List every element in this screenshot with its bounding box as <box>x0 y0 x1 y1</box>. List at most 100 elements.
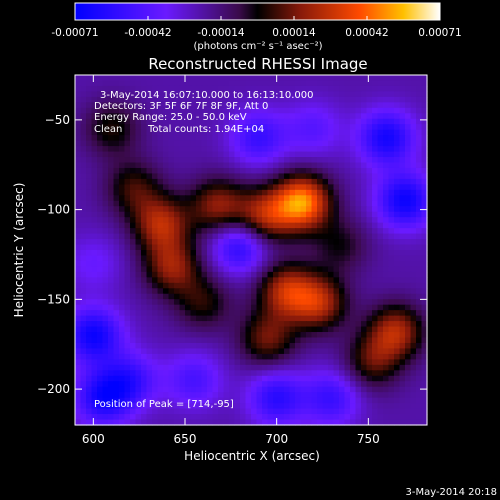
heatmap-cell <box>196 102 203 109</box>
heatmap-cell <box>388 233 395 240</box>
heatmap-cell <box>212 299 219 306</box>
heatmap-cell <box>75 332 82 339</box>
heatmap-cell <box>113 266 120 273</box>
heatmap-cell <box>97 282 104 289</box>
heatmap-cell <box>328 364 335 371</box>
heatmap-cell <box>218 157 225 164</box>
heatmap-cell <box>322 293 329 300</box>
heatmap-cell <box>218 222 225 229</box>
heatmap-cell <box>383 353 390 360</box>
heatmap-cell <box>174 342 181 350</box>
heatmap-cell <box>201 348 208 355</box>
heatmap-cell <box>207 195 214 202</box>
heatmap-cell <box>421 381 428 388</box>
heatmap-cell <box>289 326 296 333</box>
heatmap-cell <box>86 107 93 114</box>
heatmap-cell <box>91 353 98 360</box>
heatmap-cell <box>124 80 131 87</box>
heatmap-cell <box>168 75 175 82</box>
heatmap-cell <box>152 113 159 120</box>
heatmap-cell <box>174 250 181 257</box>
heatmap-cell <box>91 250 98 257</box>
heatmap-cell <box>333 299 340 306</box>
heatmap-cell <box>152 353 159 360</box>
heatmap-cell <box>245 146 252 153</box>
heatmap-cell <box>240 239 247 246</box>
heatmap-cell <box>146 266 153 273</box>
heatmap-cell <box>366 299 373 306</box>
heatmap-cell <box>124 266 131 273</box>
heatmap-cell <box>157 113 164 120</box>
heatmap-cell <box>91 239 98 246</box>
heatmap-cell <box>157 162 164 169</box>
heatmap-cell <box>416 233 423 240</box>
heatmap-cell <box>212 85 219 93</box>
heatmap-cell <box>190 250 197 257</box>
heatmap-cell <box>119 310 126 317</box>
heatmap-cell <box>75 271 82 278</box>
heatmap-cell <box>174 217 181 224</box>
heatmap-cell <box>278 370 285 377</box>
heatmap-cell <box>135 282 142 289</box>
heatmap-cell <box>273 124 280 131</box>
heatmap-cell <box>311 146 318 153</box>
heatmap-cell <box>355 167 362 175</box>
heatmap-cell <box>405 189 412 196</box>
heatmap-cell <box>405 222 412 229</box>
heatmap-cell <box>267 140 274 147</box>
heatmap-cell <box>135 304 142 311</box>
heatmap-cell <box>119 113 126 120</box>
heatmap-cell <box>163 403 170 410</box>
heatmap-cell <box>179 381 186 388</box>
heatmap-cell <box>80 178 87 185</box>
heatmap-cell <box>113 326 120 333</box>
heatmap-cell <box>372 304 379 311</box>
heatmap-cell <box>383 359 390 366</box>
heatmap-cell <box>295 124 302 131</box>
heatmap-cell <box>168 414 175 421</box>
heatmap-cell <box>152 173 159 180</box>
heatmap-cell <box>152 359 159 366</box>
heatmap-cell <box>196 304 203 311</box>
heatmap-cell <box>234 337 241 344</box>
heatmap-cell <box>306 359 313 366</box>
heatmap-cell <box>163 271 170 278</box>
heatmap-cell <box>152 310 159 317</box>
heatmap-cell <box>229 260 236 268</box>
heatmap-cell <box>168 107 175 114</box>
heatmap-cell <box>251 293 258 300</box>
heatmap-cell <box>168 266 175 273</box>
heatmap-cell <box>229 250 236 257</box>
heatmap-cell <box>234 189 241 196</box>
heatmap-cell <box>366 233 373 240</box>
heatmap-cell <box>267 217 274 224</box>
heatmap-cell <box>135 113 142 120</box>
heatmap-cell <box>399 228 406 235</box>
heatmap-cell <box>157 326 164 333</box>
heatmap-cell <box>284 184 291 191</box>
heatmap-cell <box>350 233 357 240</box>
heatmap-cell <box>108 146 115 153</box>
heatmap-cell <box>229 271 236 278</box>
heatmap-cell <box>212 217 219 224</box>
heatmap-cell <box>97 80 104 87</box>
heatmap-cell <box>405 299 412 306</box>
heatmap-cell <box>240 408 247 415</box>
heatmap-cell <box>201 96 208 103</box>
heatmap-cell <box>416 282 423 289</box>
heatmap-cell <box>113 288 120 295</box>
heatmap-cell <box>168 217 175 224</box>
heatmap-cell <box>416 419 423 426</box>
heatmap-cell <box>108 118 115 125</box>
heatmap-cell <box>295 375 302 382</box>
heatmap-cell <box>146 315 153 322</box>
heatmap-cell <box>383 414 390 421</box>
heatmap-cell <box>372 146 379 153</box>
heatmap-cell <box>75 195 82 202</box>
heatmap-cell <box>157 293 164 300</box>
heatmap-cell <box>284 386 291 393</box>
heatmap-cell <box>229 353 236 360</box>
heatmap-cell <box>333 359 340 366</box>
heatmap-cell <box>86 414 93 421</box>
heatmap-cell <box>80 419 87 426</box>
